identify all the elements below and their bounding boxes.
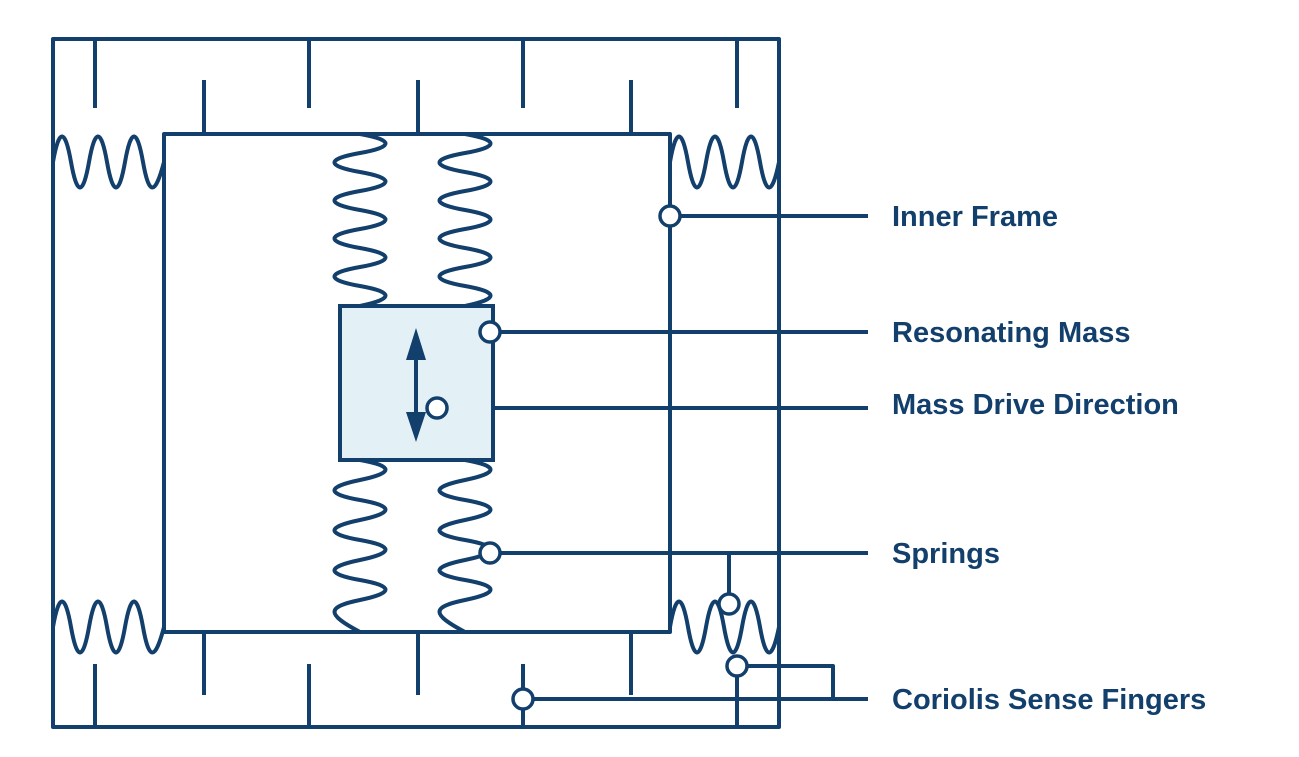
top-inner-fingers	[202, 80, 633, 134]
callout-dot-resonating-mass	[478, 320, 502, 344]
callout-dot-spring-right	[717, 592, 741, 616]
label-springs: Springs	[892, 538, 1000, 570]
spring-upper-right	[437, 132, 493, 308]
label-inner-frame: Inner Frame	[892, 201, 1058, 233]
top-outer-fingers	[93, 39, 739, 108]
spring-top-left	[51, 134, 166, 190]
leader-coriolis-sense-fingers	[523, 553, 868, 701]
spring-upper-left	[332, 132, 388, 308]
label-resonating-mass: Resonating Mass	[892, 317, 1131, 349]
outer-frame	[51, 37, 781, 729]
callout-dot-mass-drive-direction	[425, 396, 449, 420]
label-coriolis-sense-fingers: Coriolis Sense Fingers	[892, 684, 1206, 716]
drive-direction-arrow	[406, 328, 426, 442]
spring-bottom-left	[51, 599, 166, 655]
label-mass-drive-direction: Mass Drive Direction	[892, 389, 1179, 421]
callout-dot-inner-frame	[658, 204, 682, 228]
bottom-inner-fingers	[202, 632, 633, 695]
spring-bottom-right	[668, 599, 781, 655]
callout-dot-finger-bottom	[511, 687, 535, 711]
spring-top-right	[668, 134, 781, 190]
spring-lower-right	[437, 458, 493, 634]
callout-dot-finger-right	[725, 654, 749, 678]
spring-lower-left	[332, 458, 388, 634]
callout-dot-springs	[478, 541, 502, 565]
